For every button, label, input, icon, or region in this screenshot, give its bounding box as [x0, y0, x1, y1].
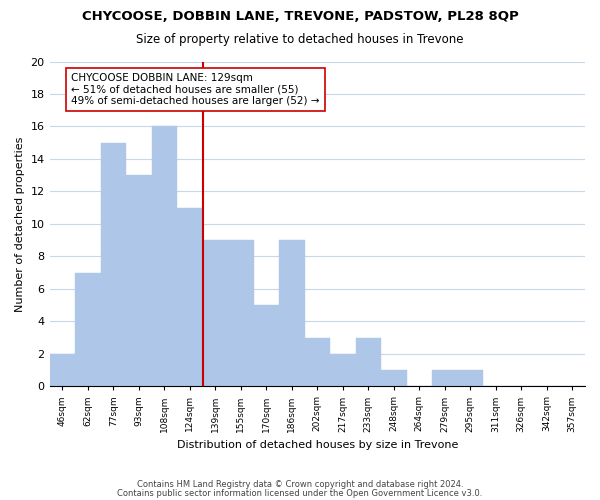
Bar — [126, 175, 152, 386]
Text: Contains HM Land Registry data © Crown copyright and database right 2024.: Contains HM Land Registry data © Crown c… — [137, 480, 463, 489]
Bar — [356, 338, 381, 386]
Bar — [50, 354, 75, 386]
Text: CHYCOOSE, DOBBIN LANE, TREVONE, PADSTOW, PL28 8QP: CHYCOOSE, DOBBIN LANE, TREVONE, PADSTOW,… — [82, 10, 518, 23]
Bar — [432, 370, 458, 386]
Text: Size of property relative to detached houses in Trevone: Size of property relative to detached ho… — [136, 32, 464, 46]
Bar — [177, 208, 203, 386]
Text: CHYCOOSE DOBBIN LANE: 129sqm
← 51% of detached houses are smaller (55)
49% of se: CHYCOOSE DOBBIN LANE: 129sqm ← 51% of de… — [71, 73, 319, 106]
Text: Contains public sector information licensed under the Open Government Licence v3: Contains public sector information licen… — [118, 488, 482, 498]
Bar — [330, 354, 356, 386]
Bar — [305, 338, 330, 386]
Bar — [203, 240, 228, 386]
Bar — [152, 126, 177, 386]
Bar — [101, 142, 126, 386]
Bar — [458, 370, 483, 386]
X-axis label: Distribution of detached houses by size in Trevone: Distribution of detached houses by size … — [176, 440, 458, 450]
Bar — [381, 370, 407, 386]
Bar — [228, 240, 254, 386]
Bar — [279, 240, 305, 386]
Bar — [254, 305, 279, 386]
Bar — [75, 272, 101, 386]
Y-axis label: Number of detached properties: Number of detached properties — [15, 136, 25, 312]
